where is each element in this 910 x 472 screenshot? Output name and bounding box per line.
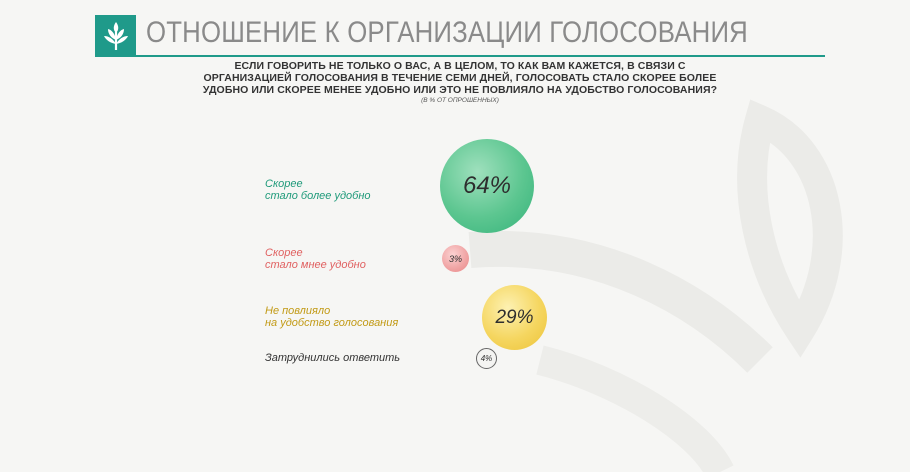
category-label-line: Скорее [265,247,366,259]
category-label: Скорее стало мнее удобно [265,247,366,271]
question-note: (в % от опрошенных) [200,97,720,104]
category-label: Скорее стало более удобно [265,178,371,202]
category-label-line: стало более удобно [265,190,371,202]
category-label: Не повлияло на удобство голосования [265,305,398,329]
category-label-line: Затруднились ответить [265,352,400,364]
title-divider [95,55,825,57]
category-label: Затруднились ответить [265,352,400,364]
tree-icon [101,20,131,52]
question-text: Если говорить не только о Вас, а в целом… [200,60,720,96]
value-label: 3% [449,254,462,264]
value-bubble: 29% [482,285,547,350]
value-label: 4% [481,354,493,363]
category-label-line: Не повлияло [265,305,398,317]
category-label-line: стало мнее удобно [265,259,366,271]
value-bubble: 64% [440,139,534,233]
value-label: 29% [495,307,533,329]
value-label: 64% [463,172,511,200]
value-bubble: 4% [476,348,497,369]
category-label-line: Скорее [265,178,371,190]
category-label-line: на удобство голосования [265,317,398,329]
logo [95,15,136,56]
page-title: ОТНОШЕНИЕ К ОРГАНИЗАЦИИ ГОЛОСОВАНИЯ [146,16,748,50]
value-bubble: 3% [442,245,469,272]
